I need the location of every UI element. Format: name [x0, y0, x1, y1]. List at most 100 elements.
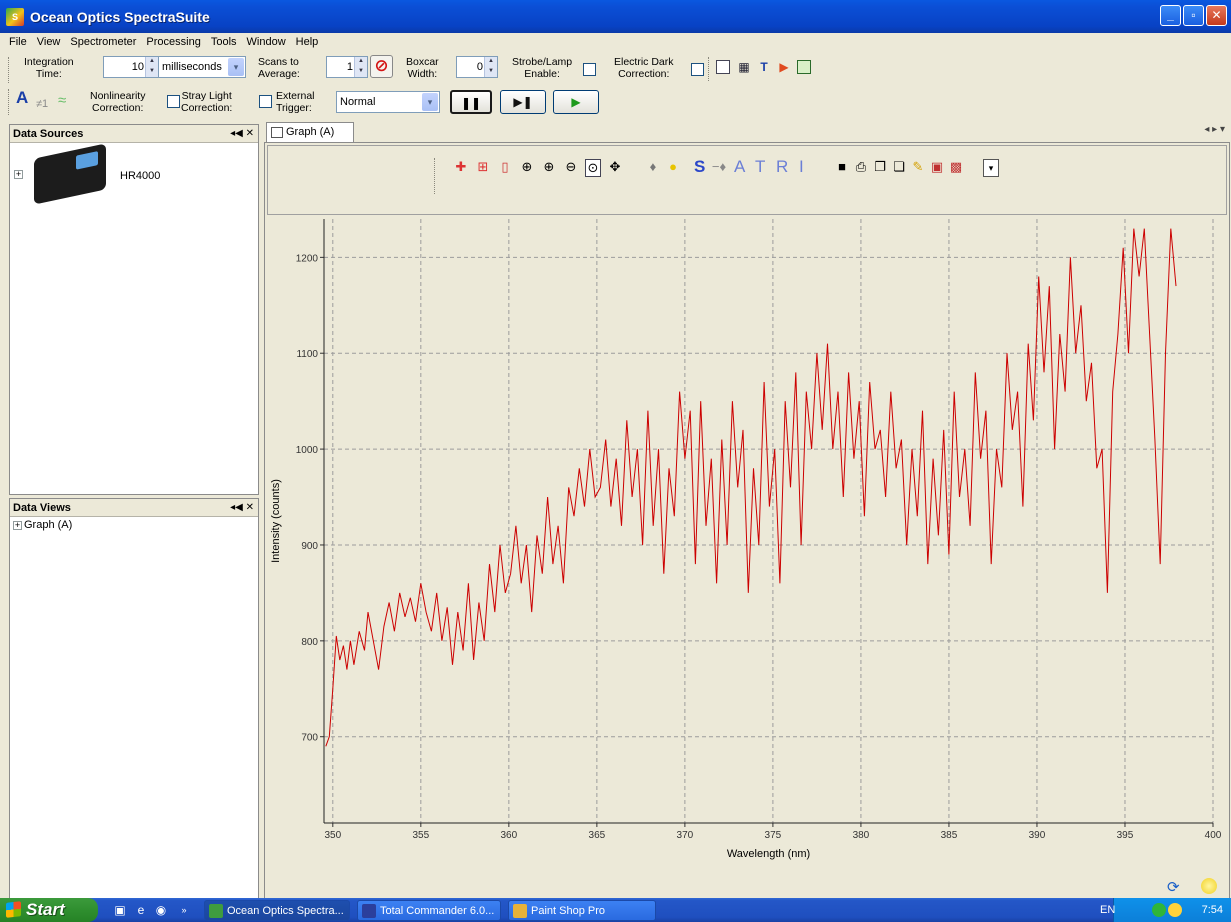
overlay-icon[interactable]: ▣ — [930, 159, 944, 174]
menu-file[interactable]: File — [9, 36, 27, 48]
single-scan-button[interactable]: ▶❚ — [500, 90, 546, 114]
tab-graph-a[interactable]: Graph (A) ✕ — [266, 122, 354, 156]
close-button[interactable]: ✕ — [1206, 5, 1227, 26]
quick-launch-more-icon[interactable]: » — [181, 905, 187, 915]
graph-toolbar: ✚ ⊞ ▯ ⊕ ⊕ ⊖ ⊙ ✥ ♦ ● S −♦ A T R I ■ ⎙ ❐ ❏… — [267, 145, 1227, 215]
zoom-mode-icon[interactable]: ⊙ — [585, 159, 601, 177]
network-icon[interactable] — [1152, 903, 1166, 917]
menu-help[interactable]: Help — [295, 36, 319, 48]
chevron-down-icon[interactable]: ▾ — [228, 58, 244, 76]
refresh-icon[interactable]: ⟳ — [1167, 879, 1180, 896]
minimize-button[interactable]: _ — [1160, 5, 1181, 26]
trigger-mode-select[interactable]: Normal ▾ — [336, 91, 440, 113]
toolbar-more-chevron-icon[interactable]: ▾ — [983, 159, 999, 177]
browser-icon[interactable]: e — [137, 903, 145, 917]
tray-app-icon[interactable] — [1168, 903, 1182, 917]
toolbar-grip[interactable] — [8, 89, 10, 115]
language-indicator[interactable]: EN — [1100, 904, 1116, 916]
print-icon[interactable]: ⎙ — [855, 159, 867, 174]
panel-controls[interactable]: ◂◀ ✕ — [230, 128, 254, 139]
y-tick-label: 1000 — [296, 445, 319, 456]
stop-icon[interactable]: ⊘ — [370, 55, 393, 78]
expand-toggle-icon[interactable]: + — [13, 519, 22, 530]
copy-image-icon[interactable]: ❏ — [893, 159, 905, 174]
spin-down-icon[interactable]: ▼ — [484, 67, 497, 77]
spectrum-annotate-icon[interactable]: ✎ — [912, 159, 924, 174]
lightbulb-off-icon[interactable]: ♦ — [649, 159, 657, 174]
image-export-icon[interactable] — [797, 60, 811, 74]
dark-spectrum-icon[interactable]: −♦ — [711, 159, 727, 174]
electric-dark-checkbox[interactable] — [691, 63, 704, 76]
tree-item-graph-a[interactable]: + Graph (A) — [13, 519, 73, 531]
fit-all-icon[interactable]: ⊞ — [477, 159, 489, 174]
scans-to-average-input[interactable]: 1 ▲ ▼ — [326, 56, 368, 78]
media-player-icon[interactable]: ◉ — [155, 903, 167, 917]
paint-shop-pro-task-icon — [513, 904, 527, 918]
plot-area[interactable] — [324, 219, 1213, 823]
windows-taskbar: Start ▣ e ◉ » Ocean Optics Spectra... To… — [0, 898, 1231, 922]
transmission-mode-t[interactable]: T — [755, 157, 766, 176]
irradiance-mode-i[interactable]: I — [799, 157, 804, 176]
spin-up-icon[interactable]: ▲ — [354, 57, 367, 67]
taskbar-paint-shop-pro[interactable]: Paint Shop Pro — [508, 900, 656, 921]
clock[interactable]: 7:54 — [1201, 904, 1223, 916]
not-equal-one-icon[interactable]: ≠1 — [36, 98, 49, 110]
menu-spectrometer[interactable]: Spectrometer — [70, 36, 137, 48]
pause-button[interactable]: ❚❚ — [450, 90, 492, 114]
crosshair-icon[interactable]: ✚ — [455, 159, 467, 174]
chevron-down-icon[interactable]: ▾ — [422, 93, 438, 111]
zoom-out-icon[interactable]: ⊖ — [565, 159, 577, 174]
start-button[interactable]: Start — [0, 898, 98, 922]
strobe-lamp-checkbox[interactable] — [583, 63, 596, 76]
menu-bar: File View Spectrometer Processing Tools … — [0, 33, 1231, 51]
y-tick-label: 1200 — [296, 253, 319, 264]
restore-button[interactable]: ▫ — [1183, 5, 1204, 26]
integration-time-input[interactable]: 10 ▲ ▼ — [103, 56, 159, 78]
absorbance-mode-a[interactable]: A — [734, 157, 746, 176]
tab-nav-icons[interactable]: ◂ ▸ ▾ — [1204, 124, 1225, 135]
lightbulb-on-icon[interactable]: ● — [669, 159, 677, 174]
wave-icon[interactable]: ≈ — [58, 92, 67, 109]
acquisition-toolbar: Integration Time: 10 ▲ ▼ milliseconds ▾ Sc… — [0, 51, 1231, 121]
scope-mode-s[interactable]: S — [694, 157, 706, 176]
pan-icon[interactable]: ✥ — [609, 159, 621, 174]
expand-toggle-icon[interactable]: + — [14, 169, 23, 179]
menu-processing[interactable]: Processing — [146, 36, 201, 48]
delete-overlay-icon[interactable]: ▩ — [949, 159, 963, 174]
data-sources-header: Data Sources ◂◀ ✕ — [10, 125, 258, 143]
spin-up-icon[interactable]: ▲ — [145, 57, 158, 67]
panel-controls[interactable]: ◂◀ ✕ — [230, 502, 254, 513]
toolbar-grip[interactable] — [8, 57, 10, 83]
nonlinearity-checkbox[interactable] — [167, 95, 180, 108]
spin-up-icon[interactable]: ▲ — [484, 57, 497, 67]
show-desktop-icon[interactable]: ▣ — [114, 903, 126, 917]
text-cursor-icon[interactable]: T — [760, 60, 768, 74]
zoom-in-icon[interactable]: ⊕ — [543, 159, 555, 174]
zoom-region-icon[interactable]: ⊕ — [521, 159, 533, 174]
toolbar-grip[interactable] — [434, 158, 436, 194]
spin-down-icon[interactable]: ▼ — [145, 67, 158, 77]
stray-light-checkbox[interactable] — [259, 95, 272, 108]
integration-unit-select[interactable]: milliseconds ▾ — [158, 56, 246, 78]
color-wheel-icon[interactable]: ▶ — [779, 60, 789, 74]
menu-tools[interactable]: Tools — [210, 36, 237, 48]
spin-down-icon[interactable]: ▼ — [354, 67, 367, 77]
graph-view-icon[interactable] — [716, 60, 730, 74]
boxcar-width-input[interactable]: 0 ▲ ▼ — [456, 56, 498, 78]
x-tick-label: 380 — [853, 830, 870, 841]
taskbar-total-commander[interactable]: Total Commander 6.0... — [357, 900, 501, 921]
reflection-mode-r[interactable]: R — [776, 157, 789, 176]
title-bar: S Ocean Optics SpectraSuite _ ▫ ✕ — [0, 0, 1231, 33]
taskbar-spectrasuite[interactable]: Ocean Optics Spectra... — [204, 900, 350, 921]
spectrum-chart[interactable]: 350 355 360 365 370 375 380 385 390 395 400 700 800 9… — [265, 143, 1229, 905]
fit-vertical-icon[interactable]: ▯ — [501, 159, 509, 174]
copy-icon[interactable]: ❐ — [874, 159, 886, 174]
table-view-icon[interactable]: ▦ — [738, 60, 750, 74]
device-name[interactable]: HR4000 — [120, 170, 161, 182]
absorbance-a-icon[interactable]: A — [16, 88, 29, 107]
menu-window[interactable]: Window — [246, 36, 286, 48]
save-icon[interactable]: ■ — [838, 159, 846, 174]
menu-view[interactable]: View — [36, 36, 61, 48]
continuous-scan-button[interactable]: ▶ — [553, 90, 599, 114]
toolbar-grip[interactable] — [708, 57, 710, 81]
